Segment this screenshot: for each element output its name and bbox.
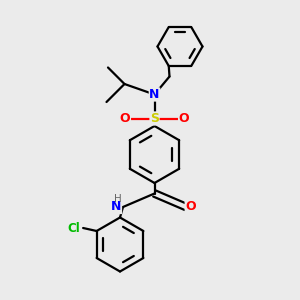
Text: O: O [185, 200, 196, 214]
Text: N: N [111, 200, 122, 214]
Text: O: O [178, 112, 189, 125]
Text: O: O [120, 112, 130, 125]
Text: N: N [149, 88, 160, 101]
Text: H: H [114, 194, 122, 204]
Text: S: S [150, 112, 159, 125]
Text: Cl: Cl [68, 221, 80, 235]
